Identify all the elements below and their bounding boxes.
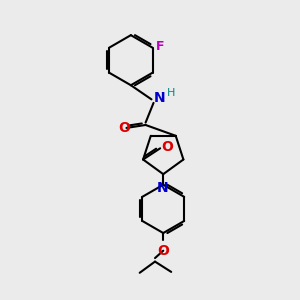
Text: N: N [157, 181, 169, 195]
Text: N: N [154, 91, 166, 105]
Text: O: O [162, 140, 173, 154]
Text: H: H [167, 88, 175, 98]
Text: O: O [118, 121, 130, 135]
Text: O: O [157, 244, 169, 258]
Text: F: F [156, 40, 165, 53]
